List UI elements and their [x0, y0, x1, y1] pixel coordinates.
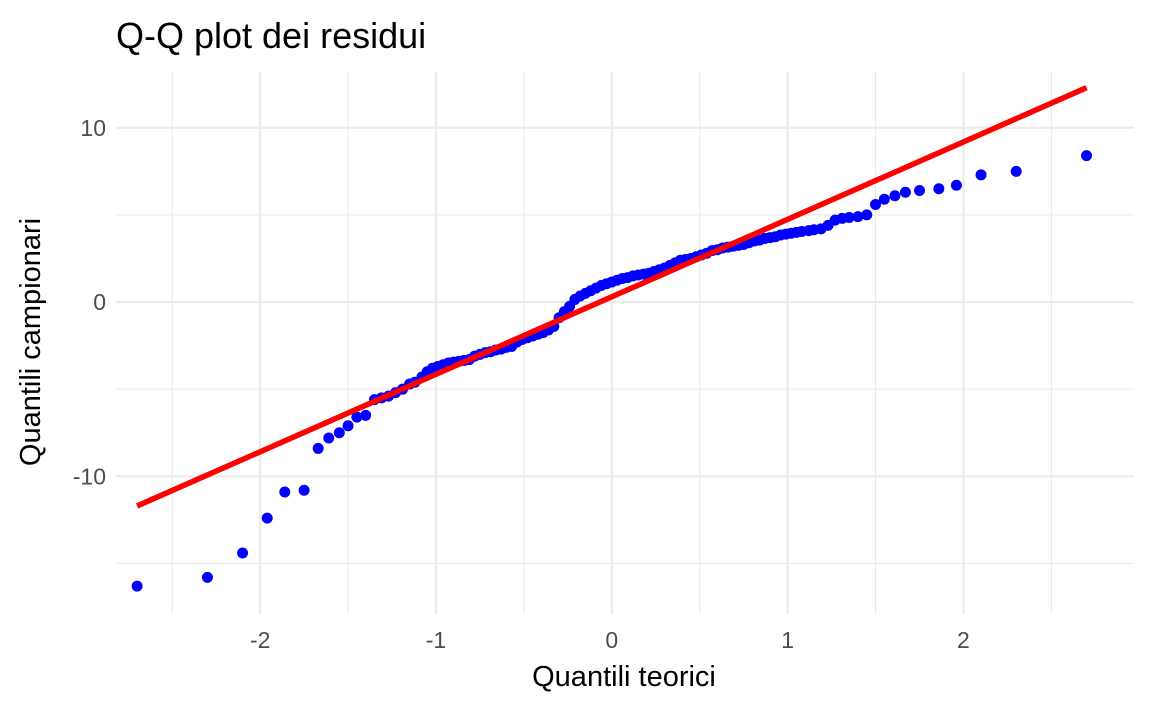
x-tick-label: 1 [781, 627, 794, 653]
data-point [201, 571, 213, 583]
chart-title: Q-Q plot dei residui [116, 15, 426, 56]
data-point [933, 183, 945, 195]
y-tick-label: -10 [73, 463, 106, 489]
data-point [861, 209, 873, 221]
data-point [237, 547, 249, 559]
x-tick-label: 0 [605, 627, 618, 653]
data-point [852, 211, 864, 223]
data-point [131, 580, 143, 592]
data-point [261, 512, 273, 524]
x-tick-label: -1 [426, 627, 446, 653]
data-point [312, 442, 324, 454]
data-point [298, 484, 310, 496]
minor-gridlines [116, 72, 1134, 614]
data-point [333, 427, 345, 439]
data-point [870, 198, 882, 210]
y-tick-label: 10 [80, 115, 106, 141]
data-point [360, 409, 372, 421]
y-axis-title: Quantili campionari [15, 218, 47, 466]
reference-line [135, 85, 1088, 509]
data-point [913, 185, 925, 197]
data-point [950, 179, 962, 191]
data-point [351, 411, 363, 423]
y-axis-ticks: -10 0 10 [73, 115, 106, 490]
y-tick-label: 0 [93, 289, 106, 315]
x-tick-label: 2 [957, 627, 970, 653]
x-tick-label: -2 [250, 627, 270, 653]
data-point [279, 486, 291, 498]
x-axis-ticks: -2 -1 0 1 2 [250, 627, 970, 653]
data-point [342, 420, 354, 432]
data-point [899, 186, 911, 198]
data-point [323, 432, 335, 444]
data-point [843, 212, 855, 224]
data-point [1081, 150, 1093, 162]
data-point [878, 193, 890, 205]
x-axis-title: Quantili teorici [532, 661, 716, 693]
major-gridlines [116, 72, 1134, 614]
data-point [975, 169, 987, 181]
data-point [1010, 165, 1022, 177]
data-point [889, 190, 901, 202]
